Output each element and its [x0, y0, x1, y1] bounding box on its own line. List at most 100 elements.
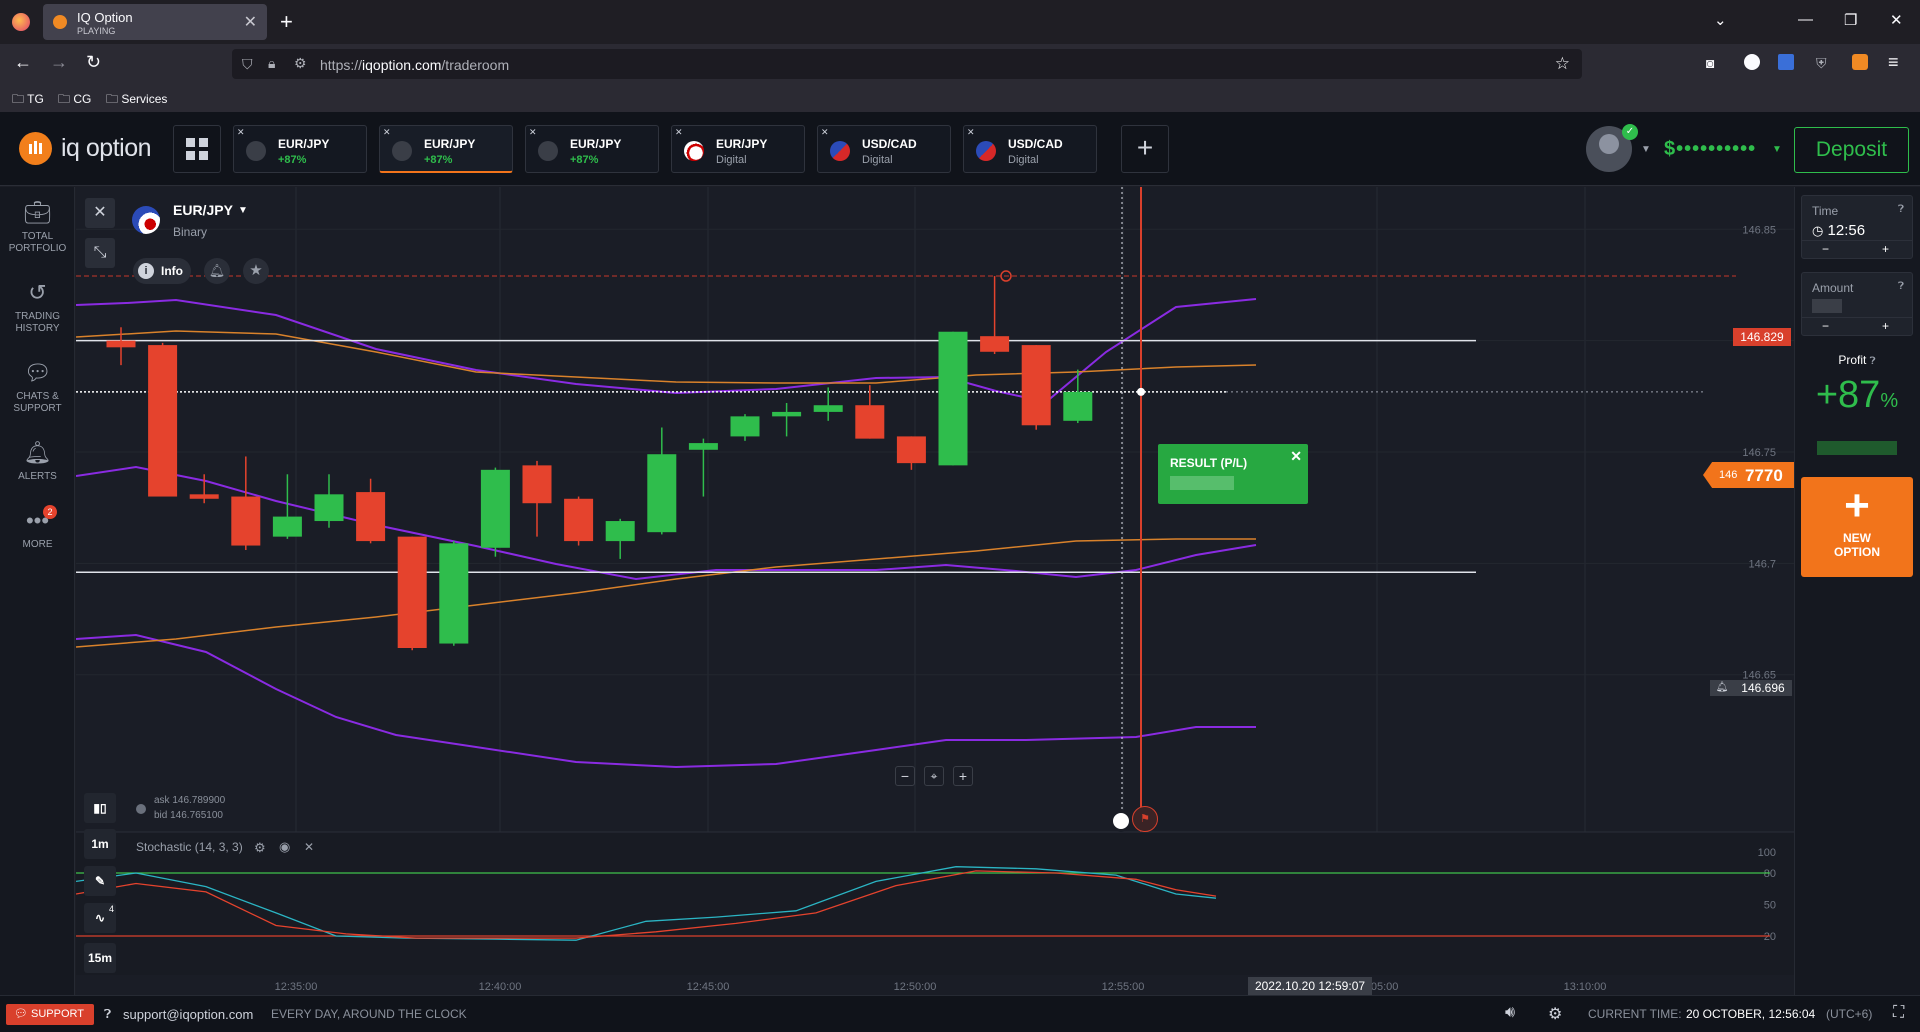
- close-window-icon[interactable]: ✕: [1890, 12, 1903, 29]
- asset-tab-2[interactable]: ✕ EUR/JPY +87%: [379, 125, 513, 173]
- close-icon[interactable]: ✕: [383, 127, 391, 137]
- firefox-icon[interactable]: [12, 13, 30, 31]
- balance[interactable]: $••••••••••: [1664, 138, 1757, 160]
- extension-l-icon[interactable]: [1744, 54, 1760, 70]
- shrink-chart-button[interactable]: ⤡: [85, 238, 115, 268]
- asset-dropdown-icon[interactable]: ▼: [238, 205, 248, 216]
- asset-tab-3[interactable]: ✕ EUR/JPY +87%: [525, 125, 659, 173]
- close-icon[interactable]: ✕: [821, 127, 829, 137]
- pocket-icon[interactable]: ◙: [1706, 55, 1715, 71]
- new-option-button[interactable]: + NEW OPTION: [1801, 477, 1913, 577]
- extension-fox-icon[interactable]: [1852, 54, 1868, 70]
- amount-minus-button[interactable]: −: [1822, 319, 1830, 333]
- sidebar-item-more[interactable]: ••• 2 MORE: [0, 505, 75, 551]
- time-minus-button[interactable]: −: [1822, 242, 1830, 256]
- price-chart[interactable]: 146.85146.8146.75146.7146.6512:35:0012:4…: [75, 187, 1794, 995]
- extension-translate-icon[interactable]: [1778, 54, 1794, 70]
- timeframe-button[interactable]: 1m: [84, 829, 116, 859]
- restore-icon[interactable]: ❐: [1844, 12, 1858, 29]
- time-plus-button[interactable]: +: [1882, 242, 1890, 256]
- balance-dropdown-icon[interactable]: ▼: [1772, 144, 1782, 155]
- url-bar[interactable]: ⛉ 🔒︎ ⚙ https://iqoption.com/traderoom ☆: [232, 49, 1582, 79]
- center-chart-button[interactable]: ⌖: [924, 766, 944, 786]
- support-email[interactable]: support@iqoption.com: [123, 1007, 254, 1022]
- add-asset-button[interactable]: +: [1121, 125, 1169, 173]
- asset-tab-5[interactable]: ✕ USD/CAD Digital: [817, 125, 951, 173]
- forward-icon[interactable]: →: [50, 52, 68, 72]
- support-button[interactable]: 💬︎ SUPPORT: [6, 1004, 94, 1025]
- menu-icon[interactable]: ≡: [1888, 52, 1899, 72]
- browser-tab[interactable]: IQ Option PLAYING ✕: [43, 4, 267, 40]
- help-icon[interactable]: ❓︎: [1869, 356, 1876, 367]
- alert-line-bell-icon[interactable]: 🔔︎: [1710, 680, 1734, 696]
- list-tabs-icon[interactable]: ⌄: [1714, 12, 1727, 29]
- extension-shield-icon[interactable]: ⛨: [1816, 55, 1827, 71]
- info-button[interactable]: i Info: [133, 258, 191, 284]
- bookmark-services[interactable]: 🗀︎ Services: [106, 92, 168, 106]
- back-icon[interactable]: ←: [14, 52, 32, 72]
- asset-tab-name: EUR/JPY: [278, 137, 330, 151]
- reload-icon[interactable]: ↻: [86, 52, 102, 72]
- amount-plus-button[interactable]: +: [1882, 319, 1890, 333]
- permissions-icon[interactable]: ⚙: [294, 55, 307, 71]
- asset-tab-4[interactable]: ✕ EUR/JPY Digital: [671, 125, 805, 173]
- draw-tool-button[interactable]: ✎: [84, 866, 116, 896]
- close-icon[interactable]: ✕: [529, 127, 537, 137]
- indicators-button[interactable]: ∿ 4: [84, 903, 116, 933]
- sidebar-item-chats[interactable]: 💬︎ CHATS & SUPPORT: [0, 361, 75, 415]
- chart-area[interactable]: 146.85146.8146.75146.7146.6512:35:0012:4…: [75, 187, 1794, 995]
- alert-bell-button[interactable]: 🔔︎: [204, 258, 230, 284]
- bookmark-tg[interactable]: 🗀︎ TG: [12, 92, 44, 106]
- new-tab-icon[interactable]: +: [280, 9, 293, 34]
- stochastic-panel: [76, 832, 1794, 975]
- amount-value-blurred[interactable]: [1812, 299, 1842, 313]
- close-result-icon[interactable]: ✕: [1290, 448, 1302, 464]
- fullscreen-icon[interactable]: ⛶: [1893, 1004, 1905, 1021]
- time-value[interactable]: ◷ 12:56: [1812, 222, 1866, 239]
- close-icon[interactable]: ✕: [967, 127, 975, 137]
- close-tab-icon[interactable]: ✕: [243, 14, 257, 31]
- help-icon[interactable]: ❓︎: [1897, 204, 1904, 215]
- favorite-star-button[interactable]: ★: [243, 258, 269, 284]
- indicator-visibility-icon[interactable]: ◉: [279, 839, 291, 854]
- shield-icon[interactable]: ⛉: [242, 56, 253, 72]
- candle-period-button[interactable]: 15m: [84, 943, 116, 973]
- zoom-out-button[interactable]: −: [895, 766, 915, 786]
- candle-body: [688, 443, 718, 450]
- logo-text[interactable]: iq option: [61, 134, 152, 162]
- sidebar-item-alerts[interactable]: 🔔︎ ALERTS: [0, 441, 75, 483]
- close-icon[interactable]: ✕: [237, 127, 245, 137]
- asset-name[interactable]: EUR/JPY: [173, 202, 233, 218]
- bookmarks-bar: [0, 84, 1920, 112]
- volume-icon[interactable]: 🔊︎: [1505, 1004, 1516, 1021]
- eu-jp-flag-icon: [132, 206, 160, 234]
- help-icon[interactable]: ❓︎: [1897, 281, 1904, 292]
- chart-type-button[interactable]: ▮▯: [84, 793, 116, 823]
- chat-icon: 💬︎: [23, 360, 52, 385]
- bookmark-cg[interactable]: 🗀︎ CG: [58, 92, 92, 106]
- asset-tab-6[interactable]: ✕ USD/CAD Digital: [963, 125, 1097, 173]
- amount-label: Amount: [1812, 281, 1854, 295]
- close-chart-button[interactable]: ✕: [85, 198, 115, 228]
- deposit-button[interactable]: Deposit: [1794, 127, 1909, 173]
- indicator-settings-icon[interactable]: ⚙: [254, 840, 266, 855]
- bookmark-star-icon[interactable]: ☆: [1554, 54, 1570, 73]
- asset-tab-1[interactable]: ✕ EUR/JPY +87%: [233, 125, 367, 173]
- minimize-icon[interactable]: —: [1798, 11, 1813, 28]
- sidebar-item-portfolio[interactable]: 💼︎ TOTAL PORTFOLIO: [0, 201, 75, 255]
- close-icon[interactable]: ✕: [675, 127, 683, 137]
- result-panel[interactable]: RESULT (P/L) ✕: [1158, 444, 1308, 504]
- price-suffix: 7770: [1745, 466, 1783, 485]
- time-field[interactable]: Time ❓︎ ◷ 12:56 − +: [1801, 195, 1913, 259]
- avatar-dropdown-icon[interactable]: ▼: [1641, 144, 1651, 155]
- sidebar-item-history[interactable]: ↺ TRADING HISTORY: [0, 281, 75, 335]
- indicator-remove-icon[interactable]: ✕: [304, 840, 315, 854]
- asset-grid-button[interactable]: [173, 125, 221, 173]
- settings-gear-icon[interactable]: ⚙: [1548, 1006, 1563, 1023]
- x-tick-label: 12:55:00: [1102, 981, 1145, 993]
- logo-icon[interactable]: [19, 132, 52, 165]
- lock-icon[interactable]: 🔒︎: [268, 55, 276, 71]
- ask-price: ask 146.789900: [154, 795, 226, 806]
- zoom-in-button[interactable]: +: [953, 766, 973, 786]
- amount-field[interactable]: Amount ❓︎ − +: [1801, 272, 1913, 336]
